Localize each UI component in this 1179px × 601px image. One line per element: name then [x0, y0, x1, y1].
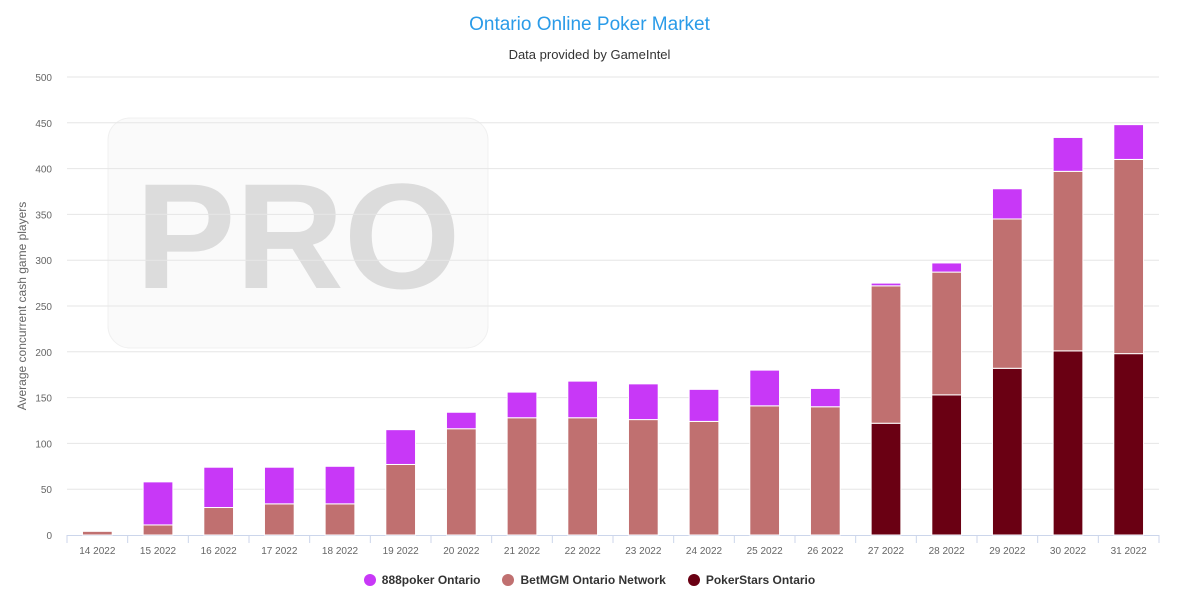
y-tick-label: 350: [35, 210, 52, 221]
bar-segment: [506, 417, 538, 536]
legend-swatch-pokerstars: [687, 574, 700, 586]
x-tick-label: 28 2022: [929, 546, 966, 557]
bar-segment: [1113, 124, 1145, 160]
y-tick-label: 450: [35, 119, 52, 130]
legend-item-888poker[interactable]: 888poker Ontario: [363, 573, 481, 587]
y-axis-title: Average concurrent cash game players: [15, 202, 29, 411]
x-tick-label: 16 2022: [201, 546, 238, 557]
legend-label-pokerstars: PokerStars Ontario: [705, 573, 816, 587]
bar-segment: [324, 465, 356, 505]
y-tick-label: 150: [35, 394, 52, 405]
bar-segment: [991, 367, 1023, 536]
x-tick-label: 23 2022: [625, 546, 662, 557]
y-tick-label: 400: [35, 165, 52, 176]
bar-segment: [445, 428, 477, 536]
chart-title: Ontario Online Poker Market: [469, 14, 710, 35]
x-tick-label: 30 2022: [1050, 546, 1087, 557]
bar-segment: [991, 188, 1023, 220]
bar-segment: [931, 394, 963, 536]
bar-segment: [991, 218, 1023, 369]
bar-segment: [567, 417, 599, 536]
legend-swatch-888poker: [363, 574, 376, 586]
bar-segment: [931, 262, 963, 273]
bar-segment: [142, 524, 174, 536]
y-tick-label: 500: [35, 73, 52, 84]
watermark-badge: [107, 117, 489, 349]
x-tick-label: 21 2022: [504, 546, 541, 557]
x-tick-label: 26 2022: [807, 546, 844, 557]
bar-segment: [263, 503, 295, 536]
x-tick-label: 22 2022: [565, 546, 602, 557]
bar-segment: [263, 466, 295, 505]
bar-segment: [142, 481, 174, 526]
y-tick-label: 0: [46, 531, 52, 542]
bar-segment: [1052, 350, 1084, 536]
bar-segment: [567, 380, 599, 419]
x-tick-label: 20 2022: [443, 546, 480, 557]
x-tick-label: 15 2022: [140, 546, 177, 557]
x-tick-label: 14 2022: [79, 546, 116, 557]
bar-segment: [324, 503, 356, 536]
y-tick-label: 250: [35, 302, 52, 313]
bar-segment: [870, 422, 902, 536]
x-tick-label: 27 2022: [868, 546, 905, 557]
x-tick-label: 29 2022: [989, 546, 1026, 557]
x-tick-label: 17 2022: [261, 546, 298, 557]
bar-segment: [627, 383, 659, 421]
legend-swatch-betmgm: [502, 574, 515, 586]
legend-label-betmgm: BetMGM Ontario Network: [520, 573, 666, 587]
bar-segment: [445, 411, 477, 430]
bar-segment: [1113, 158, 1145, 355]
legend: 888poker Ontario BetMGM Ontario Network …: [0, 573, 1179, 587]
legend-item-pokerstars[interactable]: PokerStars Ontario: [687, 573, 816, 587]
y-tick-label: 50: [41, 485, 53, 496]
chart-subtitle: Data provided by GameIntel: [508, 47, 671, 62]
x-tick-label: 31 2022: [1111, 546, 1148, 557]
bar-segment: [1052, 136, 1084, 172]
bar-segment: [749, 405, 781, 536]
watermark-text: PRO: [135, 152, 460, 320]
bar-segment: [931, 271, 963, 396]
bar-segment: [749, 369, 781, 407]
bar-segment: [1113, 353, 1145, 536]
legend-item-betmgm[interactable]: BetMGM Ontario Network: [502, 573, 666, 587]
bar-segment: [203, 507, 235, 536]
x-tick-label: 19 2022: [383, 546, 420, 557]
bar-segment: [506, 391, 538, 419]
x-tick-label: 18 2022: [322, 546, 359, 557]
bar-segment: [688, 420, 720, 536]
bar-segment: [627, 419, 659, 536]
y-tick-label: 200: [35, 348, 52, 359]
y-tick-label: 300: [35, 256, 52, 267]
y-tick-label: 100: [35, 439, 52, 450]
bar-segment: [81, 530, 113, 536]
bar-segment: [870, 285, 902, 424]
bar-segment: [203, 466, 235, 509]
bar-segment: [870, 282, 902, 287]
legend-label-888poker: 888poker Ontario: [381, 573, 481, 587]
x-tick-label: 25 2022: [747, 546, 784, 557]
bar-segment: [688, 388, 720, 422]
bar-segment: [385, 463, 417, 536]
x-tick-label: 24 2022: [686, 546, 723, 557]
bar-segment: [1052, 170, 1084, 352]
bar-segment: [385, 429, 417, 465]
bar-segment: [809, 387, 841, 408]
bar-segment: [809, 406, 841, 536]
